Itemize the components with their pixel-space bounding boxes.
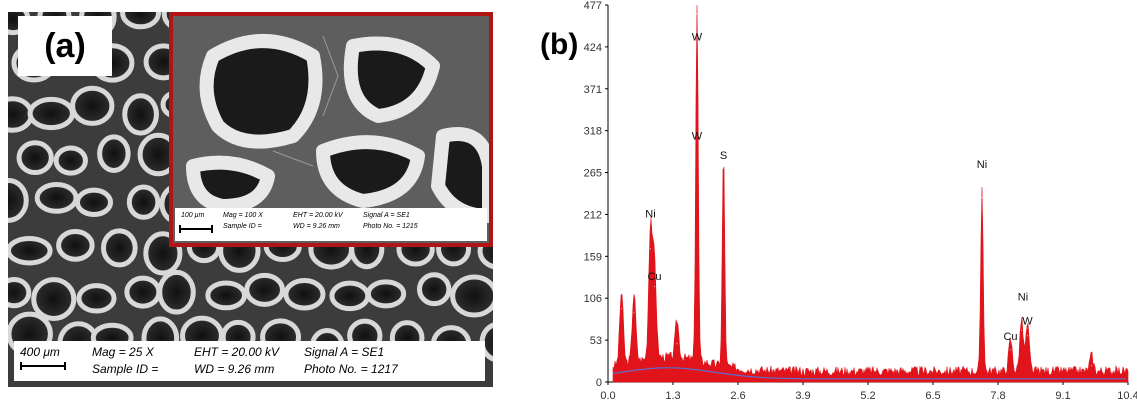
foam-pore: [70, 85, 115, 126]
foam-pore: [74, 187, 114, 218]
y-tick-label: 318: [584, 126, 602, 138]
foam-pore: [126, 184, 161, 220]
foam-pore: [283, 278, 326, 311]
main-signal: Signal A = SE1: [304, 345, 385, 359]
foam-pore: [244, 272, 285, 307]
x-tick-label: 7.8: [990, 390, 1005, 402]
element-label: W: [692, 32, 703, 44]
panel-a-label: (a): [18, 16, 112, 76]
sem-inset-image: [173, 16, 489, 243]
y-tick-label: 53: [590, 335, 602, 347]
element-label: S: [720, 150, 727, 162]
foam-pore: [31, 277, 77, 321]
spectrum-area: [612, 4, 1129, 383]
foam-pore: [100, 228, 138, 268]
x-tick-label: 5.2: [860, 390, 875, 402]
foam-pore: [120, 12, 162, 30]
main-eht: EHT = 20.00 kV: [194, 345, 280, 359]
element-label: W: [692, 130, 703, 142]
foam-pore: [27, 96, 75, 131]
sem-panel: (a) 100 μm Mag = 100 X Sample ID = EHT =…: [8, 12, 493, 387]
y-tick-label: 424: [584, 42, 602, 54]
y-tick-label: 0: [596, 377, 602, 389]
inset-scale-label: 100 μm: [181, 212, 205, 219]
foam-pore: [157, 269, 196, 315]
x-tick-label: 2.6: [730, 390, 745, 402]
foam-pore: [76, 283, 117, 314]
inset-scale-bar: [179, 225, 213, 233]
sem-inset: 100 μm Mag = 100 X Sample ID = EHT = 20.…: [169, 12, 493, 247]
main-photo-no: Photo No. = 1217: [304, 362, 398, 376]
background-continuum-line: [612, 367, 1126, 380]
element-label: Ni: [645, 209, 655, 221]
foam-pore: [16, 140, 54, 176]
eds-spectrum-chart: 0 53 106 159 212 265 318 371 424 477 0.0 1.3 2.6 3.9 5…: [584, 0, 1137, 402]
element-label: W: [1022, 315, 1033, 327]
main-data-bar: 400 μm Mag = 25 X Sample ID = EHT = 20.0…: [14, 341, 485, 381]
element-label: Ni: [1018, 292, 1028, 304]
main-wd: WD = 9.26 mm: [194, 362, 275, 376]
y-tick-label: 159: [584, 251, 602, 263]
inset-wd: WD = 9.26 mm: [293, 223, 340, 230]
foam-pore: [365, 279, 407, 309]
inset-data-bar: 100 μm Mag = 100 X Sample ID = EHT = 20.…: [175, 208, 487, 241]
foam-pore: [8, 178, 29, 223]
x-tick-label: 3.9: [795, 390, 810, 402]
main-mag: Mag = 25 X: [92, 345, 154, 359]
x-tick-label: 10.4: [1117, 390, 1137, 402]
foam-pore: [124, 275, 162, 309]
y-tick-label: 477: [584, 0, 602, 12]
foam-pore: [53, 145, 88, 176]
foam-pore: [450, 274, 493, 318]
y-tick-label: 212: [584, 209, 602, 221]
main-scale-label: 400 μm: [20, 345, 60, 359]
x-tick-label: 0.0: [600, 390, 615, 402]
foam-pore: [329, 280, 371, 312]
foam-pore: [8, 276, 32, 309]
x-tick-label: 9.1: [1055, 390, 1070, 402]
y-tick-label: 265: [584, 168, 602, 180]
foam-pore: [122, 93, 159, 136]
foam-pore: [8, 236, 53, 266]
panel-b-label: (b): [540, 28, 579, 61]
foam-pore: [56, 228, 95, 262]
foam-pore: [34, 182, 79, 214]
main-scale-bar: [20, 362, 66, 370]
inset-eht: EHT = 20.00 kV: [293, 212, 343, 219]
element-label: Cu: [647, 271, 661, 283]
x-tick-label: 6.5: [925, 390, 940, 402]
element-label: Cu: [1003, 331, 1017, 343]
foam-pore: [205, 280, 247, 311]
inset-mag: Mag = 100 X: [223, 212, 263, 219]
inset-sample-id: Sample ID =: [223, 223, 262, 230]
inset-photo-no: Photo No. = 1215: [363, 223, 418, 230]
x-tick-label: 1.3: [665, 390, 680, 402]
y-tick-label: 106: [584, 293, 602, 305]
y-tick-label: 371: [584, 84, 602, 96]
inset-signal: Signal A = SE1: [363, 212, 410, 219]
foam-pore: [97, 134, 131, 173]
element-label: Ni: [977, 159, 987, 171]
foam-pore: [416, 272, 452, 307]
main-sample-id: Sample ID =: [92, 362, 159, 376]
